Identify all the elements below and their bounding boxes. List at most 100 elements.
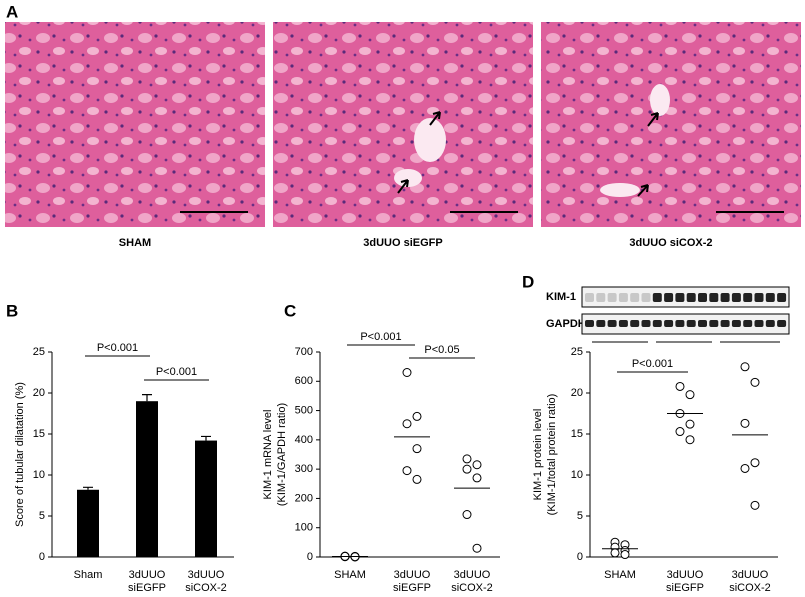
x-tick-label-line: 3dUUO: [667, 569, 704, 581]
blot-band: [664, 293, 674, 302]
x-tick-label-line: Sham: [74, 569, 103, 581]
blot-band: [765, 320, 775, 327]
data-point: [610, 548, 620, 558]
histology-image: [541, 22, 801, 227]
data-point: [740, 362, 750, 372]
data-point: [402, 466, 412, 476]
y-tick-label: 10: [33, 469, 45, 481]
data-point: [472, 543, 482, 553]
blot-band: [675, 320, 685, 327]
x-tick-label-line: 3dUUO: [129, 569, 166, 581]
bar: [136, 401, 158, 557]
data-point: [412, 411, 422, 421]
y-tick-label: 400: [295, 434, 313, 446]
x-tick-label: 3dUUO siEGFP: [666, 569, 704, 594]
data-point: [685, 390, 695, 400]
blot-band: [585, 320, 594, 327]
blot-band: [743, 320, 753, 327]
error-bar: [83, 486, 93, 490]
y-tick-label: 500: [295, 404, 313, 416]
dilated-tubule: [600, 183, 640, 197]
blot-band: [664, 320, 674, 327]
data-point: [462, 464, 472, 474]
significance-label: P<0.05: [424, 344, 459, 356]
data-point: [675, 381, 685, 391]
data-point: [402, 419, 412, 429]
bar: [195, 440, 217, 557]
blot-band: [596, 293, 606, 302]
y-axis-label: (KIM-1/total protein ratio): [546, 394, 558, 516]
y-tick-label: 600: [295, 375, 313, 387]
y-tick-label: 700: [295, 346, 313, 358]
histology-image: [273, 22, 533, 227]
y-tick-label: 5: [577, 510, 583, 522]
data-point: [462, 454, 472, 464]
blot-band: [607, 293, 617, 302]
y-tick-label: 15: [33, 428, 45, 440]
blot-band: [754, 320, 764, 327]
y-tick-label: 0: [39, 551, 45, 563]
x-tick-label: 3dUUO siCOX-2: [451, 569, 493, 594]
panel-label: D: [522, 272, 534, 291]
blot-band: [731, 320, 741, 327]
y-tick-label: 5: [39, 510, 45, 522]
dilated-tubule: [650, 84, 670, 116]
blot-label: KIM-1: [546, 291, 576, 303]
y-tick-label: 100: [295, 522, 313, 534]
x-tick-label-line: siCOX-2: [729, 582, 771, 594]
blot-band: [765, 293, 775, 302]
y-tick-label: 0: [577, 551, 583, 563]
data-point: [472, 473, 482, 483]
blot-band: [698, 320, 707, 327]
x-tick-label-line: 3dUUO: [454, 569, 491, 581]
blot-band: [731, 293, 741, 302]
blot-band: [675, 293, 685, 302]
x-tick-label: SHAM: [334, 569, 366, 581]
x-tick-label-line: siEGFP: [666, 582, 704, 594]
blot-band: [777, 293, 787, 302]
image-caption: SHAM: [119, 237, 151, 249]
x-tick-label: Sham: [74, 569, 103, 581]
data-point: [685, 435, 695, 445]
blot-frame: [581, 313, 790, 335]
blot-band: [686, 320, 696, 327]
blot-band: [607, 320, 617, 327]
error-bar: [142, 394, 152, 402]
significance-label: P<0.001: [632, 358, 673, 370]
x-tick-label: SHAM: [604, 569, 636, 581]
histology-images: [5, 22, 801, 227]
x-tick-label: 3dUUO siEGFP: [393, 569, 431, 594]
blot-band: [686, 293, 696, 302]
image-caption: 3dUUO siCOX-2: [629, 237, 712, 249]
blot-band: [720, 293, 730, 302]
data-point: [412, 444, 422, 454]
x-tick-label: 3dUUO siEGFP: [128, 569, 166, 594]
data-point: [402, 368, 412, 377]
blot-label: GAPDH: [546, 318, 586, 330]
blot-band: [641, 293, 651, 302]
x-tick-label-line: siEGFP: [128, 582, 166, 594]
blot-band: [641, 320, 651, 327]
blot-band: [754, 293, 764, 302]
y-tick-label: 20: [571, 387, 583, 399]
data-point: [685, 419, 695, 429]
y-tick-label: 25: [33, 346, 45, 358]
x-tick-label-line: siCOX-2: [185, 582, 227, 594]
data-point: [472, 460, 482, 470]
y-tick-label: 200: [295, 492, 313, 504]
image-caption: 3dUUO siEGFP: [363, 237, 442, 249]
y-tick-label: 20: [33, 387, 45, 399]
y-tick-label: 300: [295, 463, 313, 475]
data-point: [750, 458, 760, 468]
blot-band: [630, 293, 640, 302]
blot-band: [652, 320, 662, 327]
x-tick-label-line: SHAM: [604, 569, 636, 581]
blot-band: [709, 320, 719, 327]
y-tick-label: 15: [571, 428, 583, 440]
y-axis-label: (KIM-1/GAPDH ratio): [276, 403, 288, 506]
panel-label: C: [284, 301, 296, 320]
blot-band: [720, 320, 730, 327]
significance-label: P<0.001: [97, 342, 138, 354]
y-tick-label: 0: [307, 551, 313, 563]
